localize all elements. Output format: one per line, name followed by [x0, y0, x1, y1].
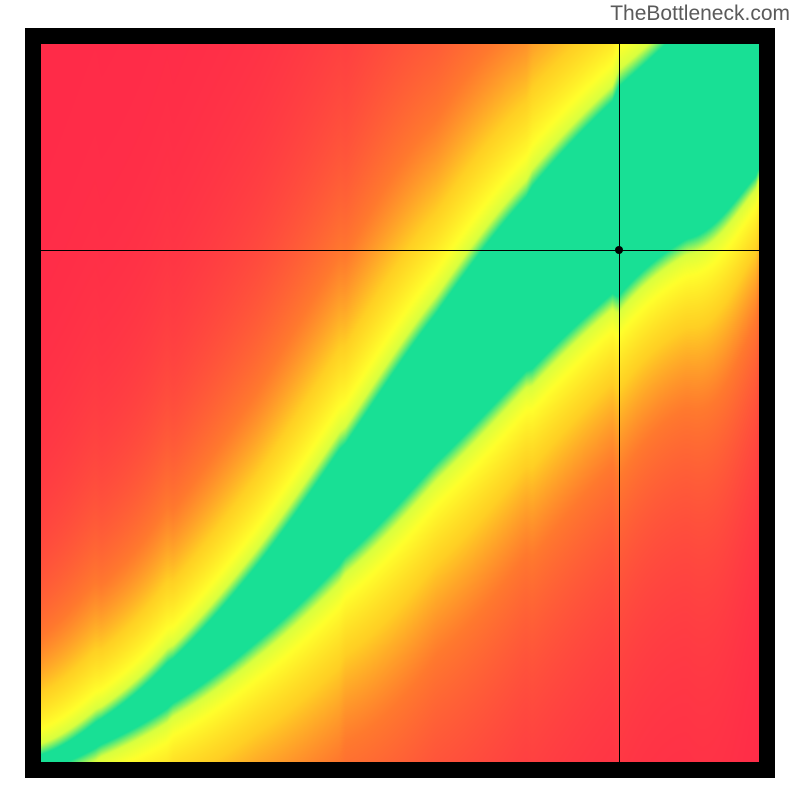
crosshair-vertical: [619, 44, 620, 762]
crosshair-horizontal: [41, 250, 759, 251]
heatmap-canvas: [41, 44, 759, 762]
watermark-text: TheBottleneck.com: [610, 2, 790, 26]
marker-dot: [615, 246, 623, 254]
heatmap-plot-area: [41, 44, 759, 762]
